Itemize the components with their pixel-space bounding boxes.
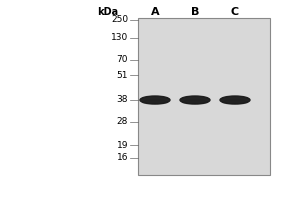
- Ellipse shape: [180, 96, 210, 104]
- Ellipse shape: [220, 96, 250, 104]
- Text: 70: 70: [116, 55, 128, 64]
- Text: 16: 16: [116, 154, 128, 162]
- Text: A: A: [151, 7, 159, 17]
- Text: 250: 250: [111, 16, 128, 24]
- Bar: [138, 18, 270, 175]
- Text: 38: 38: [116, 96, 128, 104]
- Text: B: B: [191, 7, 199, 17]
- Ellipse shape: [222, 100, 248, 104]
- Text: 19: 19: [116, 140, 128, 150]
- Text: 28: 28: [117, 117, 128, 127]
- Ellipse shape: [140, 96, 170, 104]
- Text: 51: 51: [116, 71, 128, 79]
- Text: kDa: kDa: [98, 7, 118, 17]
- Ellipse shape: [142, 100, 168, 104]
- Text: C: C: [231, 7, 239, 17]
- Text: 130: 130: [111, 33, 128, 43]
- Ellipse shape: [182, 100, 208, 104]
